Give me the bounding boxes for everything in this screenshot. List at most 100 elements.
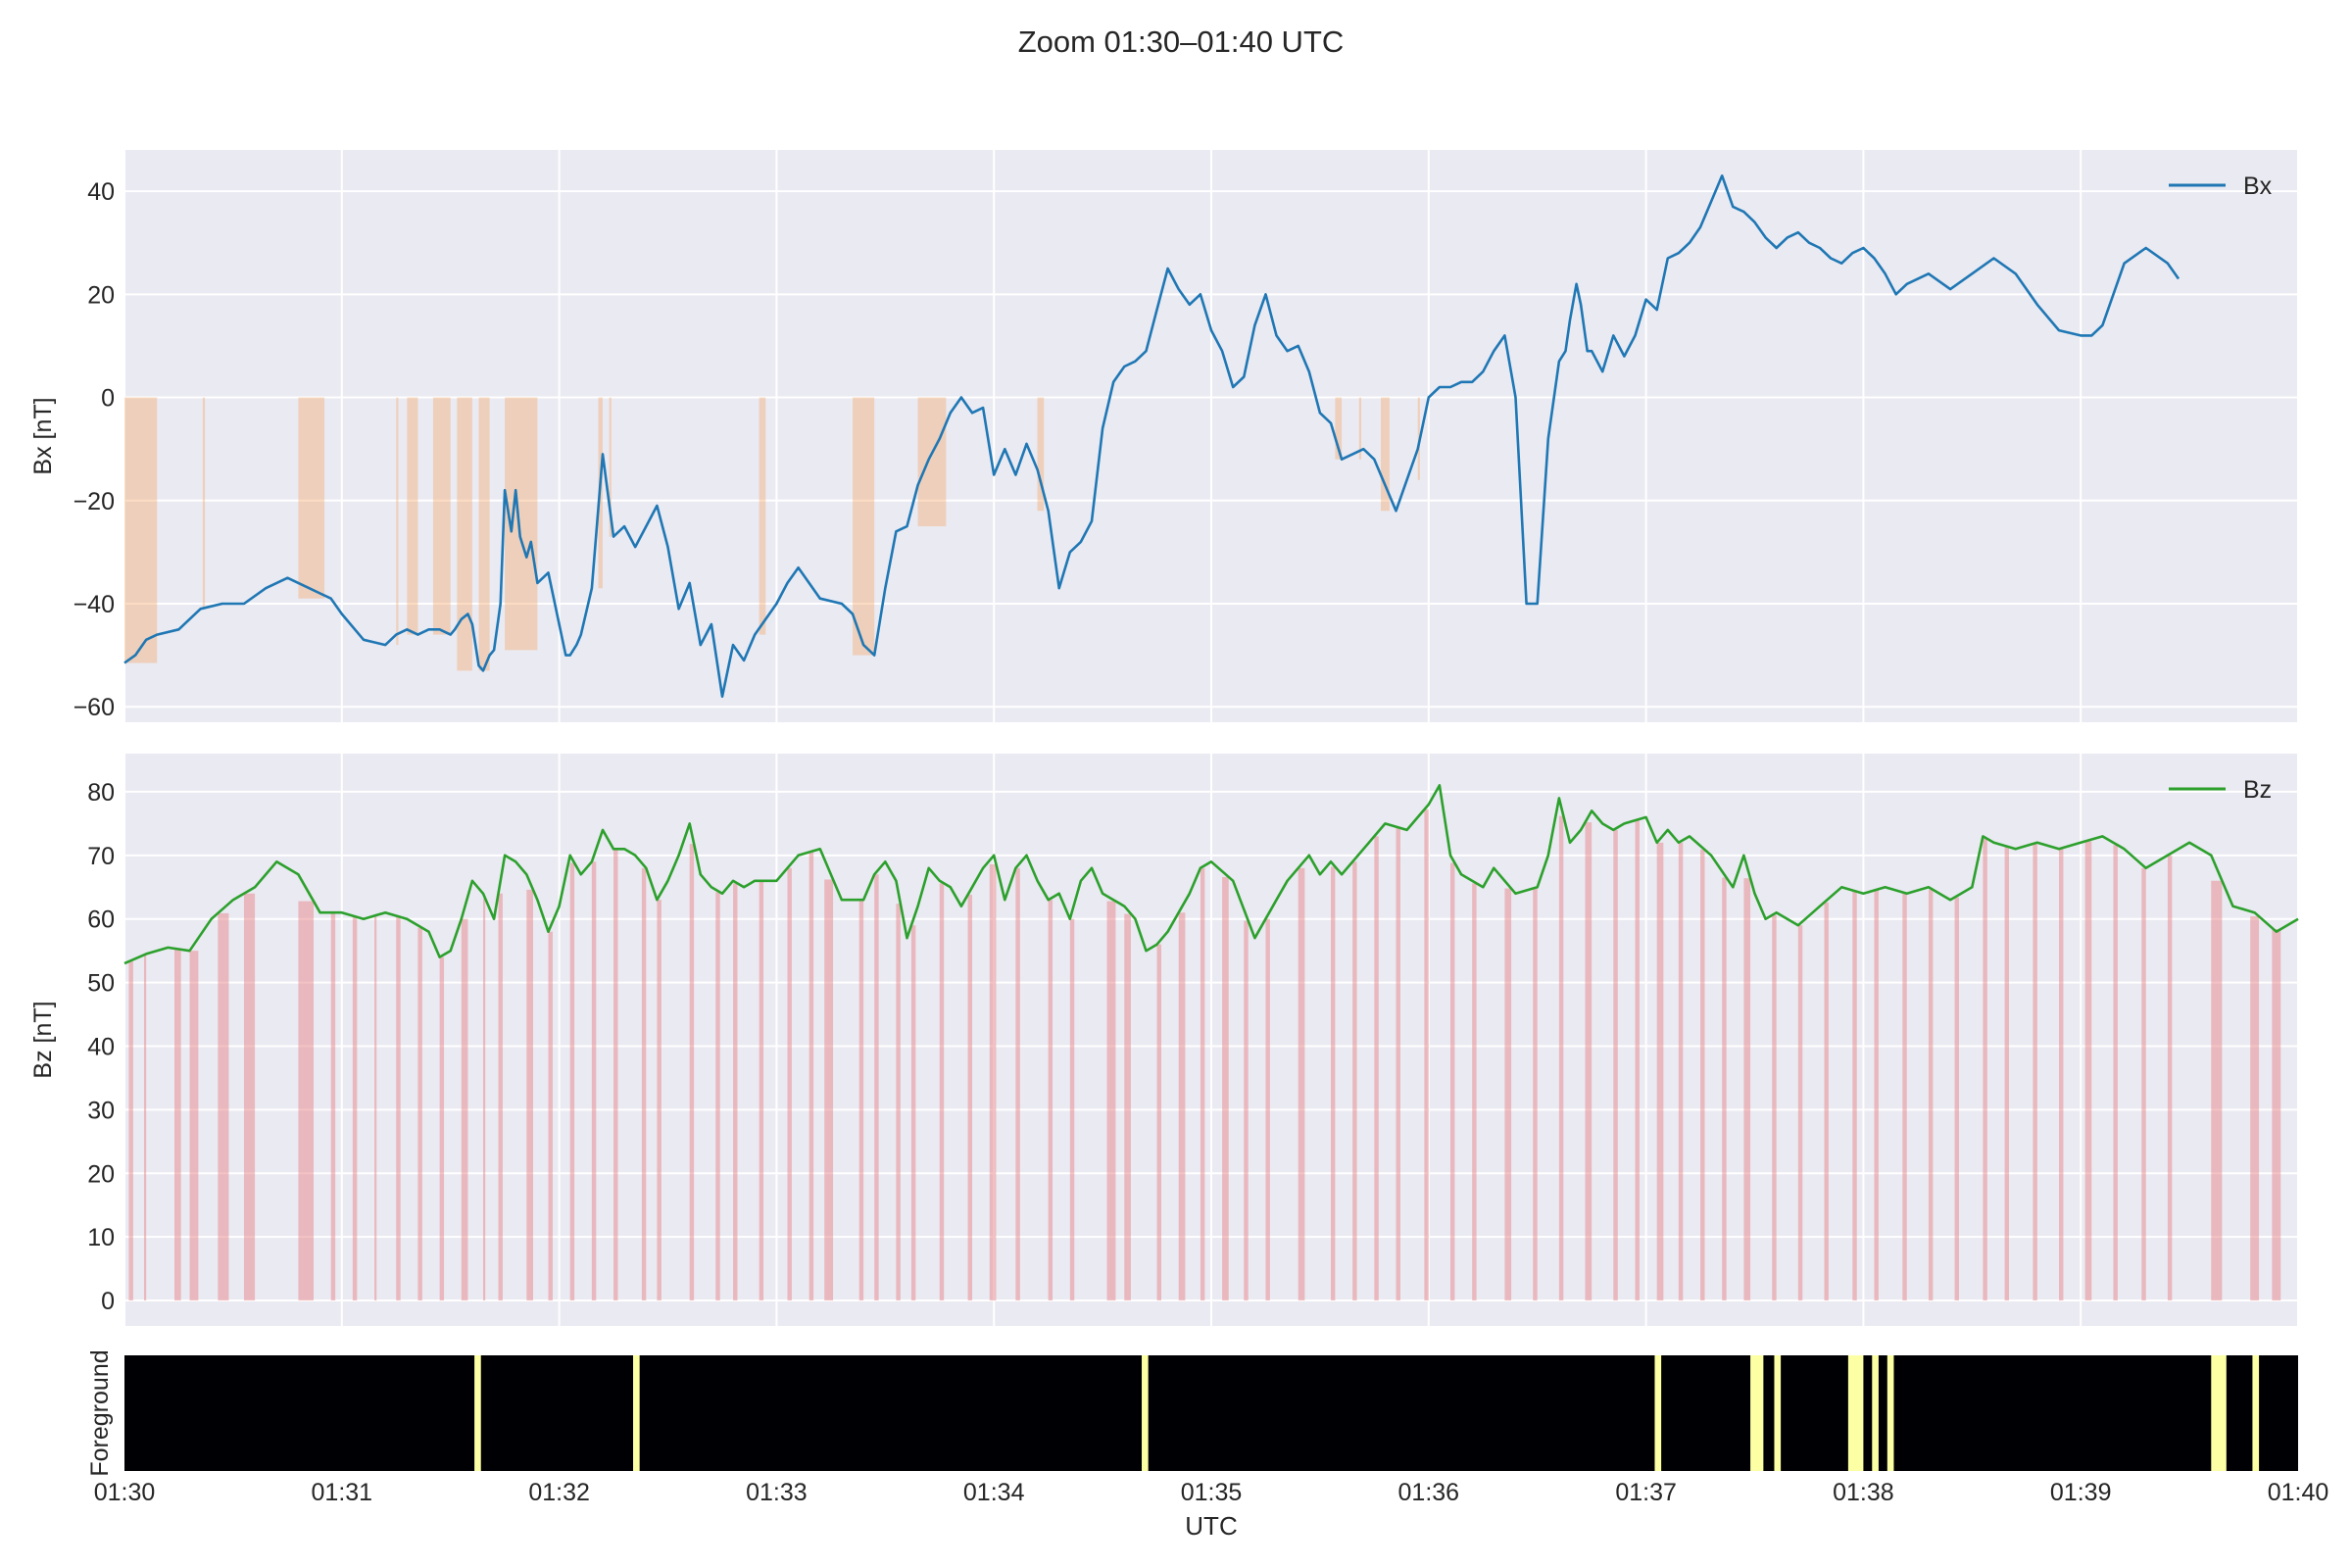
shaded-bar — [1449, 862, 1455, 1301]
x-tick-label: 01:36 — [1398, 1479, 1460, 1506]
shaded-bar — [1533, 888, 1538, 1301]
y-axis-label: Foreground — [86, 1349, 114, 1476]
shaded-bar — [1558, 815, 1564, 1301]
series-line-bx — [123, 174, 2180, 699]
shaded-bar — [330, 912, 336, 1301]
shaded-bar — [2113, 845, 2118, 1301]
shaded-bar — [1069, 918, 1075, 1301]
legend-label: Bx — [2243, 172, 2273, 200]
shaded-interval — [396, 397, 399, 646]
shaded-interval — [1381, 397, 1390, 512]
y-tick-label: 0 — [101, 1288, 115, 1315]
shaded-bar — [1635, 820, 1640, 1301]
shaded-interval — [124, 397, 158, 663]
shaded-bar — [1585, 822, 1592, 1301]
shaded-bar — [2211, 880, 2223, 1301]
foreground-strip — [124, 1355, 2298, 1471]
shaded-bar — [1352, 861, 1357, 1301]
shaded-bar — [1824, 902, 1829, 1301]
shaded-bar — [613, 849, 618, 1301]
foreground-on-segment — [1654, 1355, 1662, 1471]
y-tick-label: −40 — [74, 591, 115, 618]
shaded-bar — [548, 931, 553, 1301]
series-line-bz — [123, 784, 2299, 965]
shaded-bar — [1200, 867, 1205, 1301]
shaded-interval — [853, 397, 875, 656]
y-axis-label: Bx [nT] — [29, 397, 57, 474]
x-tick-label: 01:39 — [2050, 1479, 2112, 1506]
shaded-bar — [374, 915, 377, 1301]
shaded-bar — [874, 874, 879, 1301]
x-tick-label: 01:31 — [312, 1479, 373, 1506]
y-tick-label: 50 — [87, 970, 115, 998]
shaded-bar — [1374, 836, 1379, 1301]
foreground-on-segment — [2252, 1355, 2260, 1471]
shaded-bar — [128, 961, 133, 1301]
shaded-bar — [298, 901, 314, 1301]
shaded-bar — [1504, 888, 1512, 1301]
shaded-bar — [1722, 877, 1727, 1301]
x-tick-label: 01:35 — [1181, 1479, 1243, 1506]
shaded-bar — [858, 900, 864, 1301]
shaded-bar — [482, 898, 486, 1301]
shaded-bar — [2084, 841, 2092, 1301]
shaded-interval — [609, 397, 612, 537]
shaded-interval — [298, 397, 325, 599]
x-axis-label: UTC — [1185, 1511, 1237, 1541]
shaded-bar — [1928, 889, 1934, 1301]
shaded-interval — [1335, 397, 1343, 460]
y-tick-label: 40 — [87, 178, 115, 206]
x-tick-label: 01:32 — [528, 1479, 590, 1506]
shaded-bar — [1472, 883, 1477, 1301]
shaded-bar — [2059, 849, 2064, 1301]
foreground-on-segment — [2211, 1355, 2227, 1471]
x-tick-label: 01:38 — [1833, 1479, 1894, 1506]
shaded-bar — [759, 880, 764, 1301]
shaded-bar — [498, 893, 503, 1301]
shaded-bar — [1656, 842, 1664, 1301]
shaded-bar — [1902, 893, 1907, 1301]
y-tick-label: 60 — [87, 906, 115, 934]
foreground-on-segment — [1886, 1355, 1894, 1471]
shaded-bar — [2167, 855, 2173, 1301]
shaded-interval — [478, 397, 490, 671]
shaded-bar — [396, 916, 401, 1301]
shaded-bar — [1124, 913, 1131, 1301]
shaded-interval — [457, 397, 472, 671]
shaded-interval — [1037, 397, 1045, 512]
shaded-interval — [432, 397, 451, 635]
y-tick-label: 10 — [87, 1224, 115, 1251]
foreground-on-segment — [1872, 1355, 1879, 1471]
shaded-bar — [808, 852, 814, 1301]
shaded-bar — [989, 863, 997, 1301]
shaded-bar — [896, 904, 901, 1301]
shaded-bar — [1700, 849, 1705, 1301]
shaded-bar — [1983, 838, 1987, 1301]
x-tick-label: 01:30 — [94, 1479, 156, 1506]
x-tick-label: 01:37 — [1615, 1479, 1677, 1506]
shaded-bar — [1424, 809, 1429, 1301]
shaded-bar — [1330, 866, 1336, 1301]
shaded-bar — [689, 844, 695, 1301]
shaded-bar — [2033, 844, 2037, 1301]
shaded-bar — [967, 895, 973, 1301]
legend-label: Bz — [2243, 776, 2272, 804]
shaded-bar — [1678, 842, 1684, 1301]
shaded-interval — [202, 397, 206, 610]
y-tick-label: 80 — [87, 779, 115, 807]
shaded-bar — [1396, 827, 1400, 1301]
shaded-bar — [218, 912, 229, 1301]
shaded-bar — [1954, 897, 1959, 1301]
y-tick-label: 30 — [87, 1097, 115, 1124]
shaded-bar — [2004, 847, 2010, 1301]
shaded-bar — [787, 867, 792, 1301]
shaded-bar — [1222, 876, 1229, 1301]
y-tick-label: 70 — [87, 843, 115, 870]
shaded-bar — [439, 956, 445, 1301]
bx-panel: −60 −40 −20 0 20 40 Bx Bx [nT] — [29, 150, 2299, 722]
shaded-bar — [243, 893, 256, 1301]
shaded-bar — [1015, 867, 1020, 1301]
bz-panel: 0 10 20 30 40 50 60 70 80 Bz Bz [nT] — [29, 754, 2299, 1326]
shaded-bar — [1244, 920, 1249, 1301]
shaded-bar — [1048, 900, 1054, 1301]
